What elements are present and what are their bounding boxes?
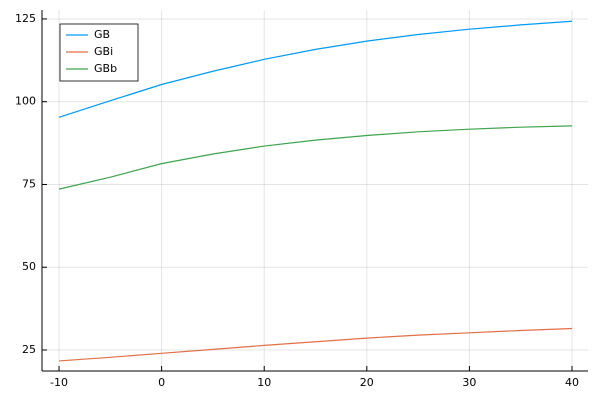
x-tick-label: -10 <box>50 376 68 389</box>
x-tick-label: 20 <box>360 376 374 389</box>
x-tick-label: 10 <box>257 376 271 389</box>
y-tick-label: 25 <box>22 343 36 356</box>
x-tick-label: 0 <box>158 376 165 389</box>
line <box>58 20 573 118</box>
line <box>58 327 573 362</box>
y-tick-label: 125 <box>15 12 36 25</box>
x-tick-label: 30 <box>462 376 476 389</box>
y-tick-label: 50 <box>22 260 36 273</box>
legend-label: GBi <box>94 45 113 58</box>
line <box>58 125 573 190</box>
y-tick-label: 75 <box>22 177 36 190</box>
legend-label: GBb <box>94 62 117 75</box>
y-tick-label: 100 <box>15 95 36 108</box>
x-tick-label: 40 <box>565 376 579 389</box>
legend-label: GB <box>94 28 110 41</box>
